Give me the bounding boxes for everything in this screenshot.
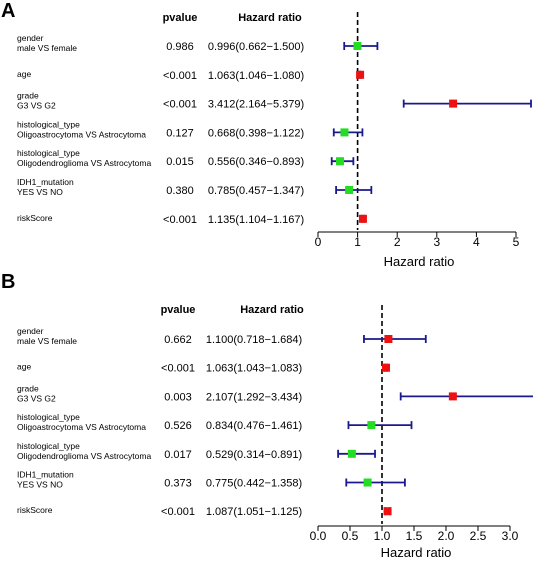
row-hazard-ratio-text: 0.996(0.662−1.500) bbox=[208, 41, 304, 53]
hazard-ratio-point bbox=[358, 214, 367, 223]
row-variable-label: grade bbox=[17, 91, 39, 101]
hazard-ratio-header: Hazard ratio bbox=[240, 304, 304, 316]
row-hazard-ratio-text: 0.785(0.457−1.347) bbox=[208, 185, 304, 197]
x-tick-label: 2 bbox=[394, 235, 401, 249]
row-hazard-ratio-text: 1.063(1.046−1.080) bbox=[208, 70, 304, 82]
x-tick-label: 2.5 bbox=[470, 529, 487, 543]
row-variable-label: grade bbox=[17, 383, 39, 393]
row-variable-label: age bbox=[17, 362, 31, 372]
x-tick-label: 5 bbox=[513, 235, 520, 249]
row-hazard-ratio-text: 1.100(0.718−1.684) bbox=[206, 334, 302, 346]
row-comparison-label: Oligoastrocytoma VS Astrocytoma bbox=[17, 422, 146, 432]
row-pvalue: <0.001 bbox=[163, 99, 197, 111]
row-comparison-label: Oligodendroglioma VS Astrocytoma bbox=[17, 451, 151, 461]
x-tick-label: 1 bbox=[354, 235, 361, 249]
row-pvalue: 0.017 bbox=[164, 449, 192, 461]
hazard-ratio-point bbox=[449, 99, 458, 108]
x-tick-label: 3.0 bbox=[502, 529, 519, 543]
row-hazard-ratio-text: 1.087(1.051−1.125) bbox=[206, 506, 302, 518]
hazard-ratio-point bbox=[448, 392, 457, 401]
row-pvalue: 0.662 bbox=[164, 334, 192, 346]
row-variable-label: IDH1_mutation bbox=[17, 470, 74, 480]
row-hazard-ratio-text: 0.529(0.314−0.891) bbox=[206, 449, 302, 461]
hazard-ratio-point bbox=[363, 478, 372, 487]
row-pvalue: 0.015 bbox=[166, 156, 194, 168]
row-pvalue: <0.001 bbox=[163, 214, 197, 226]
hazard-ratio-point bbox=[340, 128, 349, 137]
row-hazard-ratio-text: 0.834(0.476−1.461) bbox=[206, 420, 302, 432]
x-tick-label: 0.5 bbox=[342, 529, 359, 543]
row-hazard-ratio-text: 3.412(2.164−5.379) bbox=[208, 99, 304, 111]
row-variable-label: histological_type bbox=[17, 148, 80, 158]
x-tick-label: 1.0 bbox=[374, 529, 391, 543]
hazard-ratio-point bbox=[336, 157, 345, 166]
row-pvalue: 0.986 bbox=[166, 41, 194, 53]
x-tick-label: 2.0 bbox=[438, 529, 455, 543]
hazard-ratio-point bbox=[382, 363, 391, 372]
row-hazard-ratio-text: 1.063(1.043−1.083) bbox=[206, 363, 302, 375]
row-variable-label: gender bbox=[17, 326, 44, 336]
row-variable-label: riskScore bbox=[17, 505, 53, 515]
row-pvalue: 0.003 bbox=[164, 391, 192, 403]
panel-label: B bbox=[1, 271, 15, 293]
row-pvalue: <0.001 bbox=[163, 70, 197, 82]
row-comparison-label: male VS female bbox=[17, 336, 77, 346]
hazard-ratio-point bbox=[383, 507, 392, 516]
row-pvalue: <0.001 bbox=[161, 363, 195, 375]
row-hazard-ratio-text: 2.107(1.292−3.434) bbox=[206, 391, 302, 403]
row-variable-label: riskScore bbox=[17, 213, 53, 223]
x-axis-label: Hazard ratio bbox=[381, 545, 452, 560]
row-comparison-label: Oligodendroglioma VS Astrocytoma bbox=[17, 158, 151, 168]
hazard-ratio-point bbox=[353, 42, 362, 50]
row-pvalue: 0.526 bbox=[164, 420, 192, 432]
row-hazard-ratio-text: 0.775(0.442−1.358) bbox=[206, 478, 302, 490]
row-pvalue: <0.001 bbox=[161, 506, 195, 518]
row-hazard-ratio-text: 0.668(0.398−1.122) bbox=[208, 127, 304, 139]
hazard-ratio-point bbox=[384, 335, 393, 343]
row-variable-label: age bbox=[17, 69, 31, 79]
x-tick-label: 3 bbox=[433, 235, 440, 249]
row-variable-label: IDH1_mutation bbox=[17, 177, 74, 187]
hazard-ratio-point bbox=[347, 449, 356, 458]
row-comparison-label: G3 VS G2 bbox=[17, 393, 56, 403]
row-hazard-ratio-text: 0.556(0.346−0.893) bbox=[208, 156, 304, 168]
hazard-ratio-point bbox=[356, 70, 365, 79]
row-pvalue: 0.373 bbox=[164, 478, 192, 490]
pvalue-header: pvalue bbox=[163, 12, 198, 24]
row-variable-label: histological_type bbox=[17, 441, 80, 451]
row-variable-label: histological_type bbox=[17, 119, 80, 129]
pvalue-header: pvalue bbox=[161, 304, 196, 316]
x-tick-label: 1.5 bbox=[406, 529, 423, 543]
x-tick-label: 4 bbox=[473, 235, 480, 249]
hazard-ratio-point bbox=[367, 421, 376, 430]
row-pvalue: 0.380 bbox=[166, 185, 194, 197]
row-variable-label: gender bbox=[17, 33, 44, 43]
row-comparison-label: YES VS NO bbox=[17, 187, 63, 197]
hazard-ratio-point bbox=[345, 186, 354, 194]
row-variable-label: histological_type bbox=[17, 412, 80, 422]
row-comparison-label: male VS female bbox=[17, 43, 77, 53]
row-pvalue: 0.127 bbox=[166, 127, 194, 139]
panel-label: A bbox=[1, 0, 15, 22]
row-comparison-label: Oligoastrocytoma VS Astrocytoma bbox=[17, 129, 146, 139]
row-comparison-label: G3 VS G2 bbox=[17, 101, 56, 111]
x-tick-label: 0.0 bbox=[310, 529, 327, 543]
hazard-ratio-header: Hazard ratio bbox=[238, 12, 302, 24]
x-axis-label: Hazard ratio bbox=[384, 254, 455, 269]
row-comparison-label: YES VS NO bbox=[17, 480, 63, 490]
row-hazard-ratio-text: 1.135(1.104−1.167) bbox=[208, 214, 304, 226]
x-tick-label: 0 bbox=[315, 235, 322, 249]
